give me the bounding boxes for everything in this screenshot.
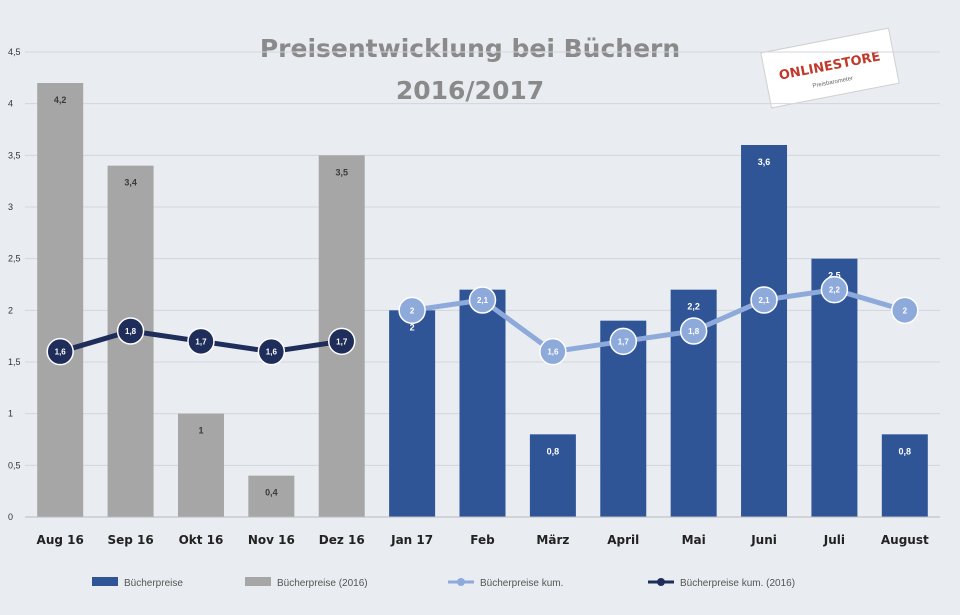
point-value-label: 2,1 [758, 296, 770, 305]
logo-badge: ONLINESTORE Preisbarometer [760, 27, 900, 109]
point-value-label: 1,7 [336, 337, 348, 346]
data-point [468, 286, 497, 314]
point-value-label: 2,1 [477, 296, 489, 305]
x-tick-label: Juni [750, 533, 777, 547]
y-tick-label: 4,5 [8, 47, 21, 57]
point-value-label: 1,6 [55, 348, 67, 357]
x-tick-label: Aug 16 [37, 533, 84, 547]
y-tick-label: 2 [8, 305, 13, 315]
data-point [609, 327, 638, 356]
bar-value-label: 4,2 [54, 95, 67, 105]
bar-value-label: 0,4 [265, 488, 278, 498]
legend-label: Bücherpreise (2016) [277, 578, 368, 589]
point-value-label: 2 [903, 306, 908, 315]
y-tick-label: 2,5 [8, 254, 21, 264]
bar [881, 434, 928, 517]
point-value-label: 1,7 [195, 337, 207, 346]
x-tick-label: Okt 16 [179, 533, 224, 547]
data-point [820, 275, 849, 304]
bar [529, 434, 576, 517]
x-tick-label: Dez 16 [319, 533, 365, 547]
x-tick-label: März [536, 533, 569, 547]
bar-value-label: 0,8 [547, 446, 560, 456]
data-point [257, 337, 286, 366]
bar [741, 145, 788, 517]
x-tick-label: Jan 17 [390, 533, 433, 547]
bar-value-label: 2 [410, 322, 415, 332]
y-tick-label: 3 [8, 202, 13, 212]
legend: Bücherpreise Bücherpreise (2016) Bücherpre… [92, 577, 795, 589]
chart-title-line-2: 2016/2017 [396, 76, 544, 105]
bar-value-label: 0,8 [899, 446, 912, 456]
data-point [116, 317, 145, 345]
bar-value-label: 1 [198, 426, 203, 436]
x-tick-label: August [881, 533, 929, 547]
x-tick-label: Mai [682, 533, 706, 547]
bar-value-label: 3,6 [758, 157, 771, 167]
bar [177, 413, 224, 517]
x-tick-label: April [607, 533, 639, 547]
legend-marker [657, 578, 665, 586]
bar [37, 83, 84, 517]
legend-label: Bücherpreise kum. [480, 578, 563, 589]
data-point [327, 327, 356, 356]
y-tick-label: 0 [8, 512, 13, 522]
data-point [750, 286, 778, 314]
lines: 2 2,1 1,6 1,7 1,8 2,1 2,2 2 1,6 1,8 1,7 1,6 1,7 [46, 275, 919, 366]
data-point [398, 296, 426, 325]
y-tick-label: 1 [8, 409, 13, 419]
data-point [539, 337, 567, 366]
y-tick-label: 4 [8, 99, 13, 109]
bar-value-label: 3,4 [124, 178, 137, 188]
point-value-label: 2,2 [829, 286, 841, 295]
x-tick-label: Feb [470, 533, 495, 547]
data-point [679, 317, 708, 345]
point-value-label: 1,6 [547, 348, 559, 357]
data-point [46, 337, 74, 366]
x-tick-label: Nov 16 [248, 533, 295, 547]
legend-swatch [245, 577, 271, 586]
bar [459, 289, 506, 517]
legend-marker [457, 578, 465, 586]
point-value-label: 1,7 [618, 337, 630, 346]
legend-label: Bücherpreise [124, 578, 183, 589]
bar-value-label: 2,2 [687, 302, 700, 312]
data-point [891, 296, 919, 325]
point-value-label: 2 [410, 306, 415, 315]
bar-value-label: 2,5 [828, 271, 841, 281]
bar [248, 475, 295, 517]
bar-value-label: 3,5 [335, 167, 348, 177]
legend-swatch [92, 577, 118, 586]
y-tick-label: 0,5 [8, 460, 21, 470]
chart-title-line-1: Preisentwicklung bei Büchern [260, 34, 680, 63]
point-value-label: 1,6 [266, 348, 278, 357]
data-point [187, 327, 215, 356]
x-tick-label: Juli [823, 533, 845, 547]
axes: 0 0,5 1 1,5 2 2,5 3 3,5 4 4,5 Aug 16 Sep 16 Okt 16 No… [8, 47, 940, 547]
y-tick-label: 3,5 [8, 150, 21, 160]
legend-label: Bücherpreise kum. (2016) [680, 578, 795, 589]
point-value-label: 1,8 [688, 327, 700, 336]
point-value-label: 1,8 [125, 327, 137, 336]
y-tick-label: 1,5 [8, 357, 21, 367]
x-tick-label: Sep 16 [107, 533, 153, 547]
bar [389, 310, 436, 517]
